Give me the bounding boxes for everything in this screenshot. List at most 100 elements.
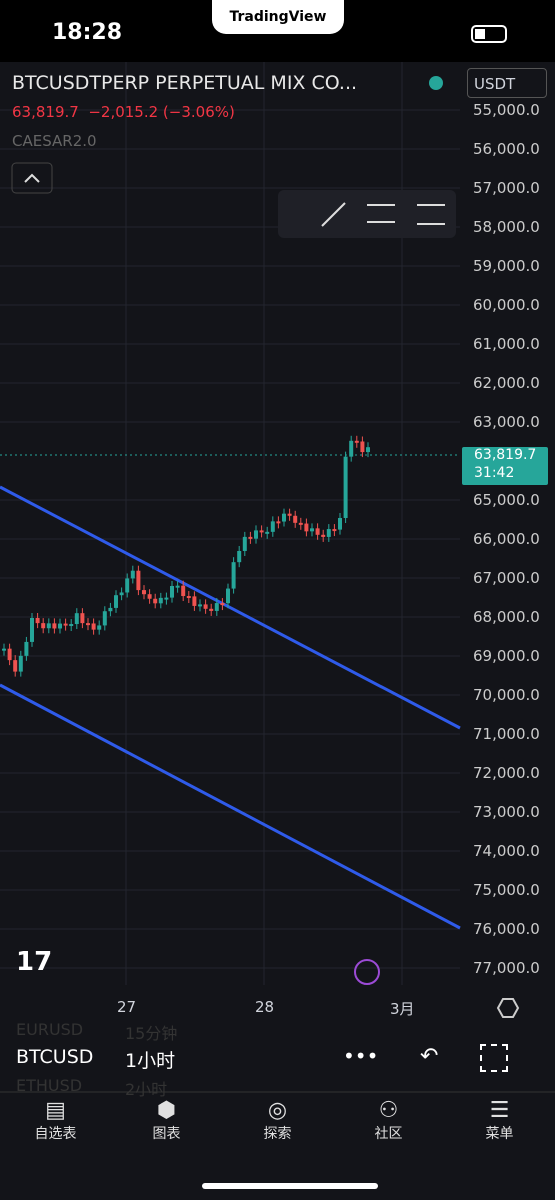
candle-body bbox=[203, 604, 208, 609]
candle-body bbox=[74, 613, 79, 625]
candle-body bbox=[147, 594, 152, 599]
candle-body bbox=[63, 623, 68, 626]
y-tick-label: 65,000.0 bbox=[473, 491, 540, 509]
candle-body bbox=[304, 523, 309, 532]
candle-body bbox=[226, 588, 230, 604]
collapse-button[interactable] bbox=[11, 162, 53, 194]
tab-label: 探索 bbox=[263, 1126, 292, 1142]
ghost-interval: 15分钟 bbox=[125, 1024, 178, 1043]
last-price-value: 63,819.7 bbox=[474, 447, 537, 463]
countdown: 31:42 bbox=[474, 465, 515, 481]
more-icon[interactable]: ••• bbox=[343, 1044, 379, 1068]
ghost-interval: 2小时 bbox=[125, 1080, 168, 1099]
tab[interactable]: ⬢ 图表 bbox=[152, 1098, 181, 1142]
candle-body bbox=[276, 521, 281, 524]
candle-body bbox=[7, 648, 12, 661]
app-name: TradingView bbox=[229, 9, 327, 25]
candle-body bbox=[360, 441, 365, 453]
candle-body bbox=[24, 641, 29, 656]
candle-body bbox=[164, 597, 169, 600]
y-tick-label: 59,000.0 bbox=[473, 257, 540, 275]
candle-body bbox=[41, 623, 46, 629]
candle-body bbox=[354, 440, 359, 443]
price: 63,819.7 bbox=[12, 103, 79, 121]
battery bbox=[471, 25, 507, 43]
candle-body bbox=[69, 624, 74, 627]
candle-body bbox=[293, 515, 298, 523]
last-price: 63,819.7 31:42 bbox=[474, 446, 536, 482]
candle-body bbox=[209, 608, 214, 611]
undo-icon[interactable]: ↶ bbox=[420, 1044, 439, 1069]
tab[interactable]: ▤ 自选表 bbox=[34, 1098, 77, 1142]
candle-body bbox=[186, 596, 191, 599]
y-tick-label: 68,000.0 bbox=[473, 608, 540, 626]
draw-icons bbox=[321, 202, 445, 227]
candle-body bbox=[175, 585, 180, 588]
y-tick-label: 57,000.0 bbox=[473, 179, 540, 197]
status-dot bbox=[429, 76, 443, 90]
candle-body bbox=[338, 518, 342, 530]
candle-body bbox=[158, 597, 163, 604]
candle-body bbox=[114, 595, 118, 608]
candle-body bbox=[86, 623, 90, 626]
time-label: 3月 bbox=[390, 1000, 415, 1018]
flash-icon[interactable] bbox=[354, 959, 380, 985]
candle-body bbox=[326, 529, 331, 537]
ghost-symbol: EURUSD bbox=[16, 1020, 84, 1039]
candle-body bbox=[30, 618, 34, 642]
candle-body bbox=[343, 456, 348, 518]
candle-body bbox=[214, 603, 219, 611]
candle-body bbox=[192, 596, 197, 606]
symbol-price: 63,819.7 −2,015.2 (−3.06%) bbox=[12, 103, 235, 121]
candle-body bbox=[181, 585, 186, 597]
time-label: 28 bbox=[255, 998, 275, 1016]
logo: 17 bbox=[16, 947, 52, 977]
candle-body bbox=[248, 536, 253, 539]
y-tick-label: 73,000.0 bbox=[473, 803, 540, 821]
indicator: CAESAR2.0 bbox=[12, 132, 97, 150]
candle-body bbox=[231, 562, 236, 589]
candle-body bbox=[254, 530, 258, 539]
tab[interactable]: ◎ 探索 bbox=[263, 1098, 292, 1142]
change: −2,015.2 (−3.06%) bbox=[88, 103, 235, 121]
tab-label: 自选表 bbox=[34, 1126, 77, 1142]
candles bbox=[2, 435, 370, 677]
candle-body bbox=[108, 607, 113, 612]
candle-body bbox=[119, 592, 124, 596]
candle-body bbox=[130, 570, 135, 579]
candle-body bbox=[366, 447, 370, 453]
candle-body bbox=[287, 513, 292, 516]
fullscreen-icon[interactable] bbox=[480, 1044, 508, 1072]
candle-body bbox=[46, 623, 51, 629]
candle-body bbox=[80, 613, 85, 624]
candle-body bbox=[35, 618, 40, 624]
candle-body bbox=[259, 530, 264, 533]
y-tick-label: 58,000.0 bbox=[473, 218, 540, 236]
price-tag bbox=[462, 447, 548, 485]
y-tick-label: 71,000.0 bbox=[473, 725, 540, 743]
candle-body bbox=[310, 528, 314, 532]
currency-select[interactable]: USDT bbox=[467, 68, 547, 98]
candle-body bbox=[2, 648, 6, 651]
toolbar-interval[interactable]: 1小时 bbox=[125, 1050, 176, 1072]
trend-line bbox=[0, 683, 461, 930]
tab-label: 社区 bbox=[374, 1126, 403, 1142]
candle-body bbox=[237, 551, 242, 563]
y-tick-label: 70,000.0 bbox=[473, 686, 540, 704]
settings-icon[interactable] bbox=[496, 998, 520, 1018]
y-tick-label: 72,000.0 bbox=[473, 764, 540, 782]
y-tick-label: 77,000.0 bbox=[473, 959, 540, 977]
ghost-symbol: ETHUSD bbox=[16, 1076, 83, 1095]
candle-body bbox=[91, 623, 96, 630]
candle-body bbox=[315, 528, 320, 535]
candle-body bbox=[125, 578, 130, 593]
tab-label: 图表 bbox=[152, 1126, 181, 1142]
drawing-toolbar bbox=[278, 190, 456, 238]
y-tick-label: 55,000.0 bbox=[473, 101, 540, 119]
tab[interactable]: ⚇ 社区 bbox=[374, 1098, 403, 1142]
tab[interactable]: ☰ 菜单 bbox=[485, 1098, 514, 1142]
candle-body bbox=[136, 570, 141, 591]
toolbar-symbol[interactable]: BTCUSD bbox=[16, 1046, 94, 1068]
